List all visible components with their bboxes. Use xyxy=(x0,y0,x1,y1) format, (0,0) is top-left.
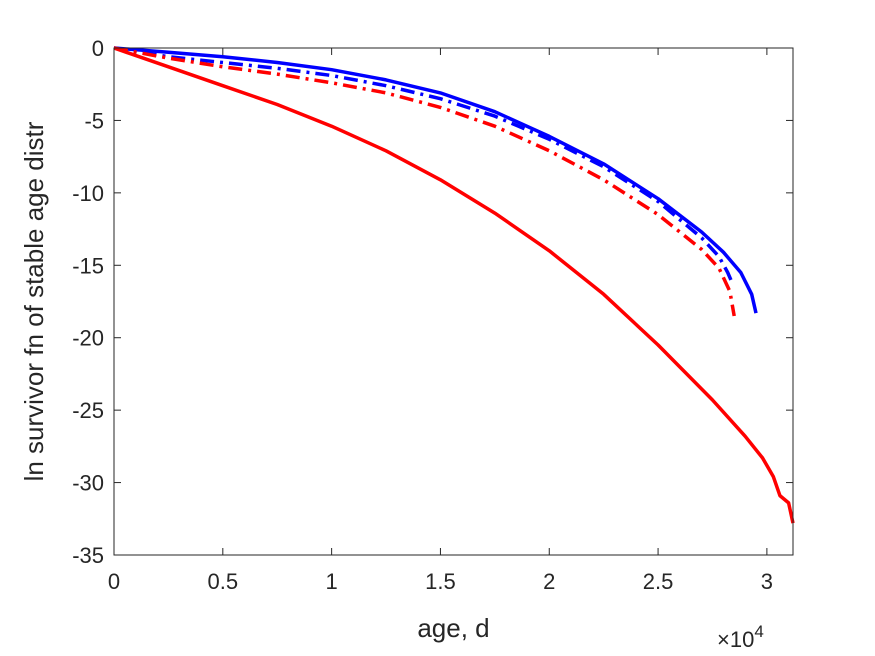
y-tick-label: -15 xyxy=(72,253,104,278)
x-tick-label: 2.5 xyxy=(643,569,674,594)
x-axis-exponent: ×104 xyxy=(717,622,764,652)
x-tick-label: 1 xyxy=(326,569,338,594)
y-tick-label: -5 xyxy=(84,108,104,133)
y-tick-label: -20 xyxy=(72,326,104,351)
x-tick-label: 0.5 xyxy=(208,569,239,594)
y-axis-ticks: 0 -5 -10 -15 -20 -25 -30 -35 xyxy=(72,36,793,568)
x-axis-exponent-base: ×10 xyxy=(717,627,754,652)
x-axis-label: age, d xyxy=(417,613,489,643)
x-tick-label: 2 xyxy=(543,569,555,594)
y-tick-label: -10 xyxy=(72,181,104,206)
y-axis-label: ln survivor fn of stable age distr xyxy=(19,121,49,481)
x-tick-label: 1.5 xyxy=(425,569,456,594)
y-tick-label: -25 xyxy=(72,398,104,423)
series-line-2 xyxy=(113,46,734,284)
y-tick-label: 0 xyxy=(92,36,104,61)
series-line-4 xyxy=(113,46,795,524)
plot-box xyxy=(113,47,794,556)
plot-area xyxy=(114,48,793,555)
series-line-1 xyxy=(113,46,758,314)
x-axis-ticks: 0 0.5 1 1.5 2 2.5 3 xyxy=(108,48,773,594)
series-layer xyxy=(113,46,795,524)
y-tick-label: -30 xyxy=(72,471,104,496)
y-tick-label: -35 xyxy=(72,543,104,568)
series-line-3 xyxy=(113,46,736,317)
x-tick-label: 0 xyxy=(108,569,120,594)
x-axis-exponent-power: 4 xyxy=(754,622,763,641)
x-tick-label: 3 xyxy=(761,569,773,594)
